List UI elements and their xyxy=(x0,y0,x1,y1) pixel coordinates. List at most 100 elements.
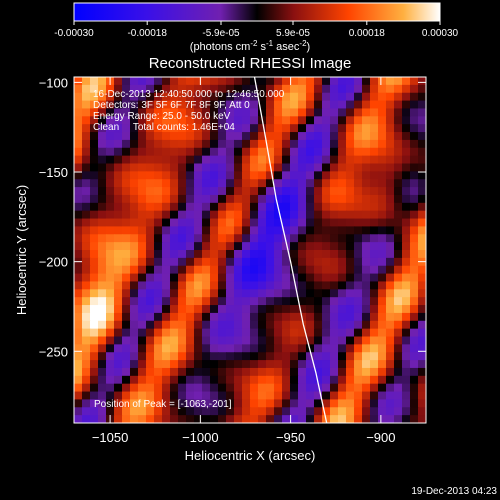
heatmap-cell xyxy=(322,171,331,180)
heatmap-cell xyxy=(186,273,195,283)
heatmap-cell xyxy=(418,344,426,353)
heatmap-cell xyxy=(250,242,259,251)
heatmap-cell xyxy=(314,297,323,306)
heatmap-cell xyxy=(98,147,107,157)
heatmap-cell xyxy=(138,92,147,102)
heatmap-cell xyxy=(362,289,371,298)
heatmap-cell xyxy=(250,320,259,330)
heatmap-cell xyxy=(242,297,251,306)
heatmap-cell xyxy=(410,336,419,345)
heatmap-cell xyxy=(274,84,283,94)
heatmap-cell xyxy=(82,171,91,180)
heatmap-cell xyxy=(130,139,139,149)
heatmap-cell xyxy=(370,226,379,235)
heatmap-cell xyxy=(146,84,155,94)
heatmap-cell xyxy=(146,163,155,172)
heatmap-cell xyxy=(298,234,307,243)
heatmap-cell xyxy=(386,179,395,188)
heatmap-cell xyxy=(290,124,299,133)
heatmap-cell xyxy=(170,415,179,423)
heatmap-cell xyxy=(410,375,419,385)
heatmap-cell xyxy=(242,132,251,141)
heatmap-cell xyxy=(202,320,211,330)
heatmap-cell xyxy=(90,84,99,94)
heatmap-cell xyxy=(338,399,347,408)
heatmap-cell xyxy=(218,265,227,275)
heatmap-cell xyxy=(258,265,267,275)
heatmap-cell xyxy=(82,250,91,259)
heatmap-cell xyxy=(370,124,379,133)
heatmap-cell xyxy=(418,171,426,180)
heatmap-cell xyxy=(362,312,371,322)
heatmap-cell xyxy=(82,257,91,267)
heatmap-cell xyxy=(218,139,227,149)
heatmap-cell xyxy=(314,155,323,165)
heatmap-cell xyxy=(170,132,179,141)
heatmap-cell xyxy=(154,100,163,110)
heatmap-cell xyxy=(338,360,347,369)
heatmap-cell xyxy=(146,399,155,408)
heatmap-cell xyxy=(410,328,419,338)
heatmap-cell xyxy=(130,210,139,220)
heatmap-cell xyxy=(162,139,171,149)
heatmap-cell xyxy=(210,415,219,423)
heatmap-cell xyxy=(194,92,203,102)
heatmap-cell xyxy=(306,273,315,283)
heatmap-cell xyxy=(370,265,379,275)
heatmap-cell xyxy=(394,218,403,228)
heatmap-cell xyxy=(362,273,371,283)
heatmap-cell xyxy=(306,289,315,298)
heatmap-cell xyxy=(258,383,267,393)
heatmap-cell xyxy=(266,375,275,385)
heatmap-cell xyxy=(394,415,403,423)
heatmap-cell xyxy=(298,415,307,423)
heatmap-cell xyxy=(274,116,283,125)
heatmap-cell xyxy=(90,281,99,290)
heatmap-cell xyxy=(194,375,203,385)
heatmap-cell xyxy=(386,92,395,102)
heatmap-cell xyxy=(98,218,107,228)
heatmap-cell xyxy=(130,289,139,298)
heatmap-cell xyxy=(418,234,426,243)
heatmap-cell xyxy=(194,399,203,408)
heatmap-cell xyxy=(162,92,171,102)
heatmap-cell xyxy=(82,399,91,408)
heatmap-cell xyxy=(114,147,123,157)
heatmap-cell xyxy=(186,226,195,235)
heatmap-cell xyxy=(418,163,426,172)
heatmap-cell xyxy=(202,407,211,416)
heatmap-cell xyxy=(106,124,115,133)
heatmap-cell xyxy=(138,320,147,330)
heatmap-cell xyxy=(82,415,91,423)
heatmap-cell xyxy=(370,312,379,322)
heatmap-cell xyxy=(274,226,283,235)
heatmap-cell xyxy=(226,187,235,196)
heatmap-cell xyxy=(106,375,115,385)
heatmap-cell xyxy=(106,226,115,235)
heatmap-cell xyxy=(322,116,331,125)
heatmap-cell xyxy=(242,210,251,220)
heatmap-cell xyxy=(282,344,291,353)
heatmap-cell xyxy=(74,281,83,290)
heatmap-cell xyxy=(154,226,163,235)
heatmap-cell xyxy=(306,265,315,275)
heatmap-cell xyxy=(338,312,347,322)
heatmap-cell xyxy=(298,100,307,110)
heatmap-cell xyxy=(330,344,339,353)
heatmap-cell xyxy=(394,171,403,180)
heatmap-cell xyxy=(202,328,211,338)
heatmap-cell xyxy=(394,92,403,102)
y-tick-label: −250 xyxy=(39,344,68,359)
heatmap-cell xyxy=(90,257,99,267)
heatmap-cell xyxy=(322,234,331,243)
heatmap-cell xyxy=(82,320,91,330)
heatmap-cell xyxy=(186,132,195,141)
heatmap-cell xyxy=(314,305,323,314)
heatmap-cell xyxy=(410,92,419,102)
heatmap-cell xyxy=(194,289,203,298)
heatmap-cell xyxy=(338,242,347,251)
heatmap-cell xyxy=(186,179,195,188)
heatmap-cell xyxy=(418,352,426,361)
heatmap-cell xyxy=(394,265,403,275)
heatmap-cell xyxy=(306,375,315,385)
